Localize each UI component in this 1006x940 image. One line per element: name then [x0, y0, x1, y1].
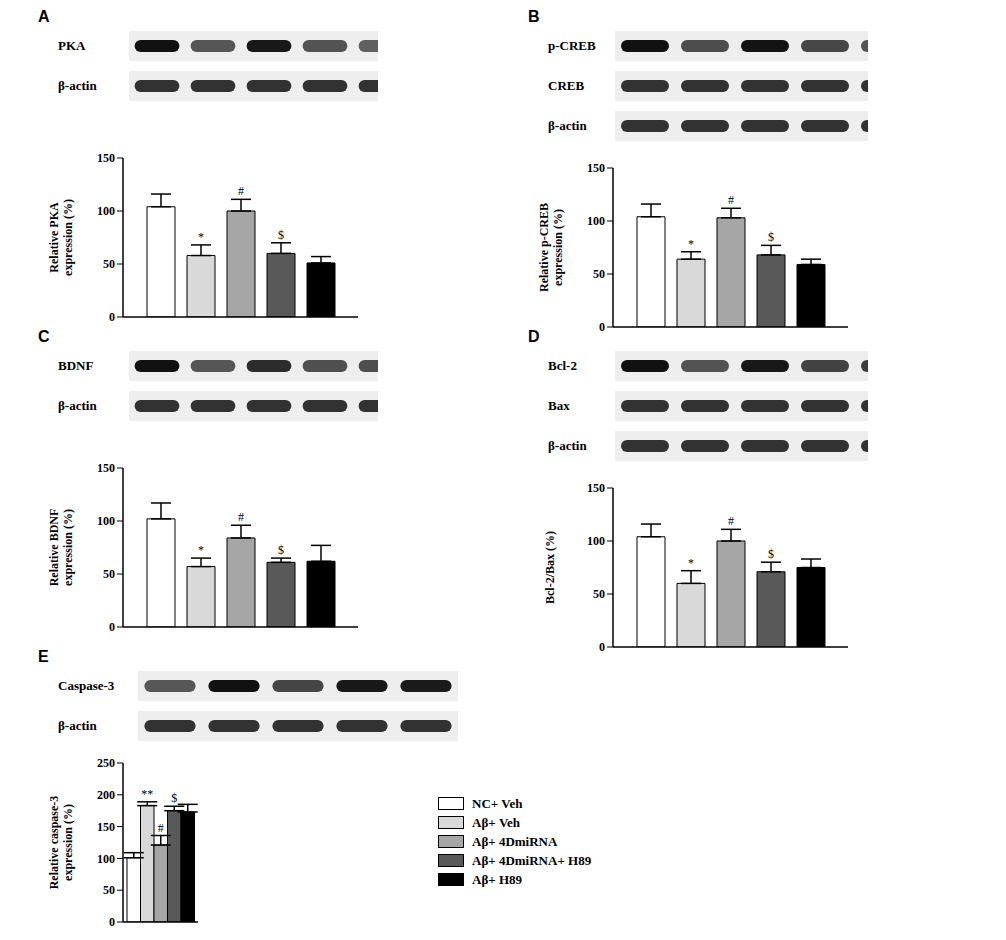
- html-text:p-CREB: p-CREB: [548, 38, 596, 53]
- html-text:B: B: [528, 8, 540, 25]
- svg-text:Relative p-CREBexpression (%): Relative p-CREBexpression (%): [537, 203, 565, 292]
- svg-text:100: 100: [97, 514, 115, 528]
- svg-text:#: #: [728, 193, 734, 207]
- svg-text:250: 250: [97, 756, 115, 770]
- svg-text:Bcl-2/Bax (%): Bcl-2/Bax (%): [543, 531, 557, 604]
- html-text:β-actin: β-actin: [58, 718, 97, 733]
- html-text:Aβ+ H89: Aβ+ H89: [472, 871, 522, 887]
- html-text:PKA: PKA: [58, 38, 86, 53]
- svg-text:*: *: [688, 556, 694, 570]
- svg-text:100: 100: [97, 852, 115, 866]
- html-text:C: C: [38, 328, 50, 345]
- svg-text:*: *: [198, 543, 204, 557]
- html-text:β-actin: β-actin: [548, 118, 587, 133]
- html-text:E: E: [38, 648, 49, 665]
- svg-text:100: 100: [587, 534, 605, 548]
- html-text:β-actin: β-actin: [58, 398, 97, 413]
- html-text:Aβ+ 4DmiRNA+ H89: Aβ+ 4DmiRNA+ H89: [472, 852, 592, 868]
- html-text:Bcl-2: Bcl-2: [548, 358, 577, 373]
- svg-text:$: $: [278, 543, 284, 557]
- svg-text:**: **: [141, 787, 153, 801]
- svg-text:*: *: [198, 230, 204, 244]
- svg-text:100: 100: [97, 204, 115, 218]
- svg-text:$: $: [768, 230, 774, 244]
- svg-text:150: 150: [97, 461, 115, 475]
- svg-text:#: #: [238, 510, 244, 524]
- svg-text:#: #: [728, 514, 734, 528]
- html-text:β-actin: β-actin: [548, 438, 587, 453]
- html-text:β-actin: β-actin: [58, 78, 97, 93]
- svg-text:Relative BDNFexpression (%): Relative BDNFexpression (%): [47, 509, 75, 587]
- html-text:Aβ+ 4DmiRNA: Aβ+ 4DmiRNA: [472, 833, 558, 849]
- svg-text:150: 150: [587, 161, 605, 175]
- svg-text:0: 0: [109, 915, 115, 929]
- svg-text:0: 0: [109, 310, 115, 324]
- svg-text:$: $: [768, 547, 774, 561]
- svg-text:0: 0: [109, 620, 115, 634]
- svg-text:50: 50: [103, 567, 115, 581]
- svg-text:$: $: [278, 228, 284, 242]
- html-text:CREB: CREB: [548, 78, 585, 93]
- svg-text:50: 50: [593, 267, 605, 281]
- svg-text:#: #: [238, 184, 244, 198]
- svg-text:50: 50: [103, 883, 115, 897]
- svg-text:150: 150: [97, 151, 115, 165]
- html-text:D: D: [528, 328, 540, 345]
- html-text:A: A: [38, 8, 50, 25]
- svg-text:Relative PKAexpression (%): Relative PKAexpression (%): [47, 199, 75, 276]
- html-text:Aβ+ Veh: Aβ+ Veh: [472, 814, 521, 830]
- svg-text:0: 0: [599, 320, 605, 334]
- svg-text:50: 50: [103, 257, 115, 271]
- svg-text:*: *: [688, 237, 694, 251]
- svg-text:0: 0: [599, 640, 605, 654]
- svg-text:150: 150: [97, 820, 115, 834]
- svg-text:$: $: [171, 791, 177, 805]
- svg-text:50: 50: [593, 587, 605, 601]
- svg-text:#: #: [158, 821, 164, 835]
- html-text:BDNF: BDNF: [58, 358, 94, 373]
- html-text:Caspase-3: Caspase-3: [58, 678, 115, 693]
- svg-text:150: 150: [587, 481, 605, 495]
- svg-text:Relative caspase-3expression (: Relative caspase-3expression (%): [47, 796, 75, 890]
- svg-text:100: 100: [587, 214, 605, 228]
- html-text:Bax: Bax: [548, 398, 570, 413]
- svg-text:200: 200: [97, 788, 115, 802]
- html-text:NC+ Veh: NC+ Veh: [472, 795, 523, 811]
